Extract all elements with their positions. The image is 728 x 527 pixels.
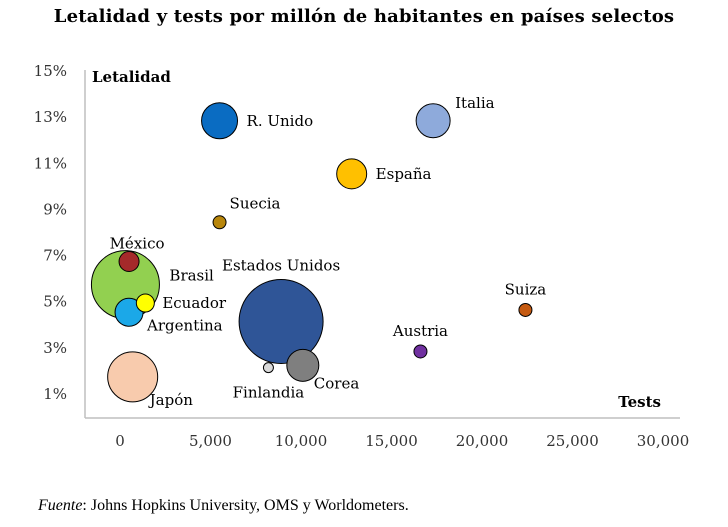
bubble-finlandia: [262, 362, 274, 374]
x-tick-label: 20,000: [456, 432, 509, 450]
y-tick-label: 1%: [43, 385, 67, 403]
x-tick-label: 25,000: [546, 432, 599, 450]
x-tick-label: 15,000: [365, 432, 418, 450]
data-label-suiza: Suiza: [505, 280, 547, 298]
x-tick-label: 0: [115, 432, 125, 450]
bubble-españa: [336, 158, 368, 190]
data-label-austria: Austria: [392, 322, 448, 340]
footnote-label: Fuente: [38, 497, 83, 514]
data-label-finlandia: Finlandia: [233, 384, 305, 402]
bubble-corea: [286, 348, 320, 382]
bubble-estados-unidos: [238, 278, 324, 364]
bubble-japón: [107, 351, 159, 403]
y-tick-label: 5%: [43, 293, 67, 311]
bubble-r-unido: [201, 102, 239, 140]
y-tick-label: 15%: [34, 62, 67, 80]
footnote-text: : Johns Hopkins University, OMS y Worldo…: [82, 497, 409, 514]
data-label-méxico: México: [110, 234, 165, 252]
bubble-ecuador: [135, 293, 155, 313]
data-label-suecia: Suecia: [230, 194, 281, 212]
x-tick-label: 5,000: [189, 432, 232, 450]
source-footnote: Fuente: Johns Hopkins University, OMS y …: [38, 497, 409, 515]
y-tick-label: 9%: [43, 200, 67, 218]
chart-title: Letalidad y tests por millón de habitant…: [53, 6, 675, 27]
x-tick-label: 10,000: [275, 432, 328, 450]
data-label-corea: Corea: [314, 374, 360, 392]
bubble-suiza: [518, 302, 533, 317]
bubble-méxico: [118, 250, 140, 272]
y-tick-label: 3%: [43, 339, 67, 357]
data-label-estados-unidos: Estados Unidos: [222, 256, 340, 274]
x-tick-label: 30,000: [637, 432, 690, 450]
data-label-españa: España: [376, 165, 432, 183]
x-axis-title: Tests: [618, 393, 661, 411]
bubble-suecia: [212, 215, 227, 230]
bubble-austria: [413, 344, 428, 359]
y-axis-title: Letalidad: [92, 68, 171, 86]
bubble-italia: [415, 103, 451, 139]
data-label-ecuador: Ecuador: [162, 294, 227, 312]
data-label-brasil: Brasil: [169, 267, 214, 285]
bubble-argentina: [114, 297, 144, 327]
y-tick-label: 7%: [43, 247, 67, 265]
bubble-chart: 1% 3% 5% 7% 9% 11% 13% 15% 0 5,000 10,000 15,000 20,…: [34, 62, 690, 450]
data-label-italia: Italia: [455, 94, 494, 112]
data-label-argentina: Argentina: [146, 316, 223, 334]
data-label-r-unido: R. Unido: [247, 112, 314, 130]
y-tick-label: 13%: [34, 108, 67, 126]
y-tick-label: 11%: [34, 154, 67, 172]
data-label-japón: Japón: [148, 391, 194, 409]
